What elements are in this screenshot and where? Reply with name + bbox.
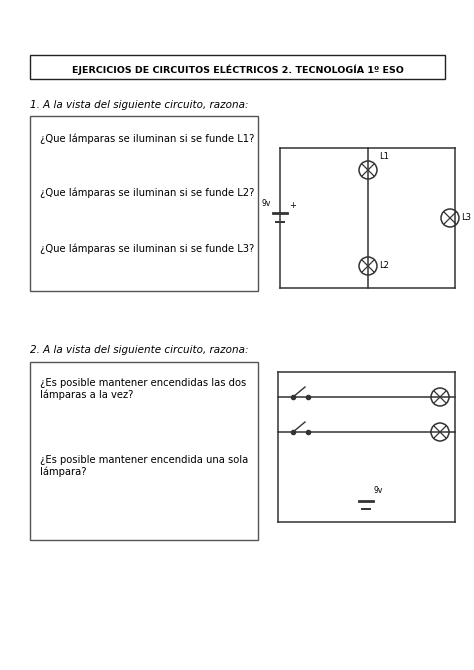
FancyBboxPatch shape bbox=[30, 116, 258, 291]
Text: L2: L2 bbox=[379, 261, 389, 270]
Text: L3: L3 bbox=[461, 213, 471, 222]
Text: +: + bbox=[289, 201, 296, 210]
Text: 2. A la vista del siguiente circuito, razona:: 2. A la vista del siguiente circuito, ra… bbox=[30, 345, 248, 355]
FancyBboxPatch shape bbox=[30, 362, 258, 540]
Text: EJERCICIOS DE CIRCUITOS ELÉCTRICOS 2. TECNOLOGÍA 1º ESO: EJERCICIOS DE CIRCUITOS ELÉCTRICOS 2. TE… bbox=[72, 65, 404, 75]
Text: 9v: 9v bbox=[374, 486, 383, 495]
Text: 9v: 9v bbox=[262, 199, 272, 208]
Text: ¿Que lámparas se iluminan si se funde L1?: ¿Que lámparas se iluminan si se funde L1… bbox=[40, 133, 255, 143]
Text: ¿Que lámparas se iluminan si se funde L2?: ¿Que lámparas se iluminan si se funde L2… bbox=[40, 187, 255, 198]
Text: ¿Es posible mantener encendida una sola
lámpara?: ¿Es posible mantener encendida una sola … bbox=[40, 455, 248, 477]
Text: ¿Que lámparas se iluminan si se funde L3?: ¿Que lámparas se iluminan si se funde L3… bbox=[40, 243, 254, 253]
FancyBboxPatch shape bbox=[30, 55, 445, 79]
Text: 1. A la vista del siguiente circuito, razona:: 1. A la vista del siguiente circuito, ra… bbox=[30, 100, 248, 110]
Text: ¿Es posible mantener encendidas las dos
lámparas a la vez?: ¿Es posible mantener encendidas las dos … bbox=[40, 378, 246, 400]
Text: L1: L1 bbox=[379, 152, 389, 161]
